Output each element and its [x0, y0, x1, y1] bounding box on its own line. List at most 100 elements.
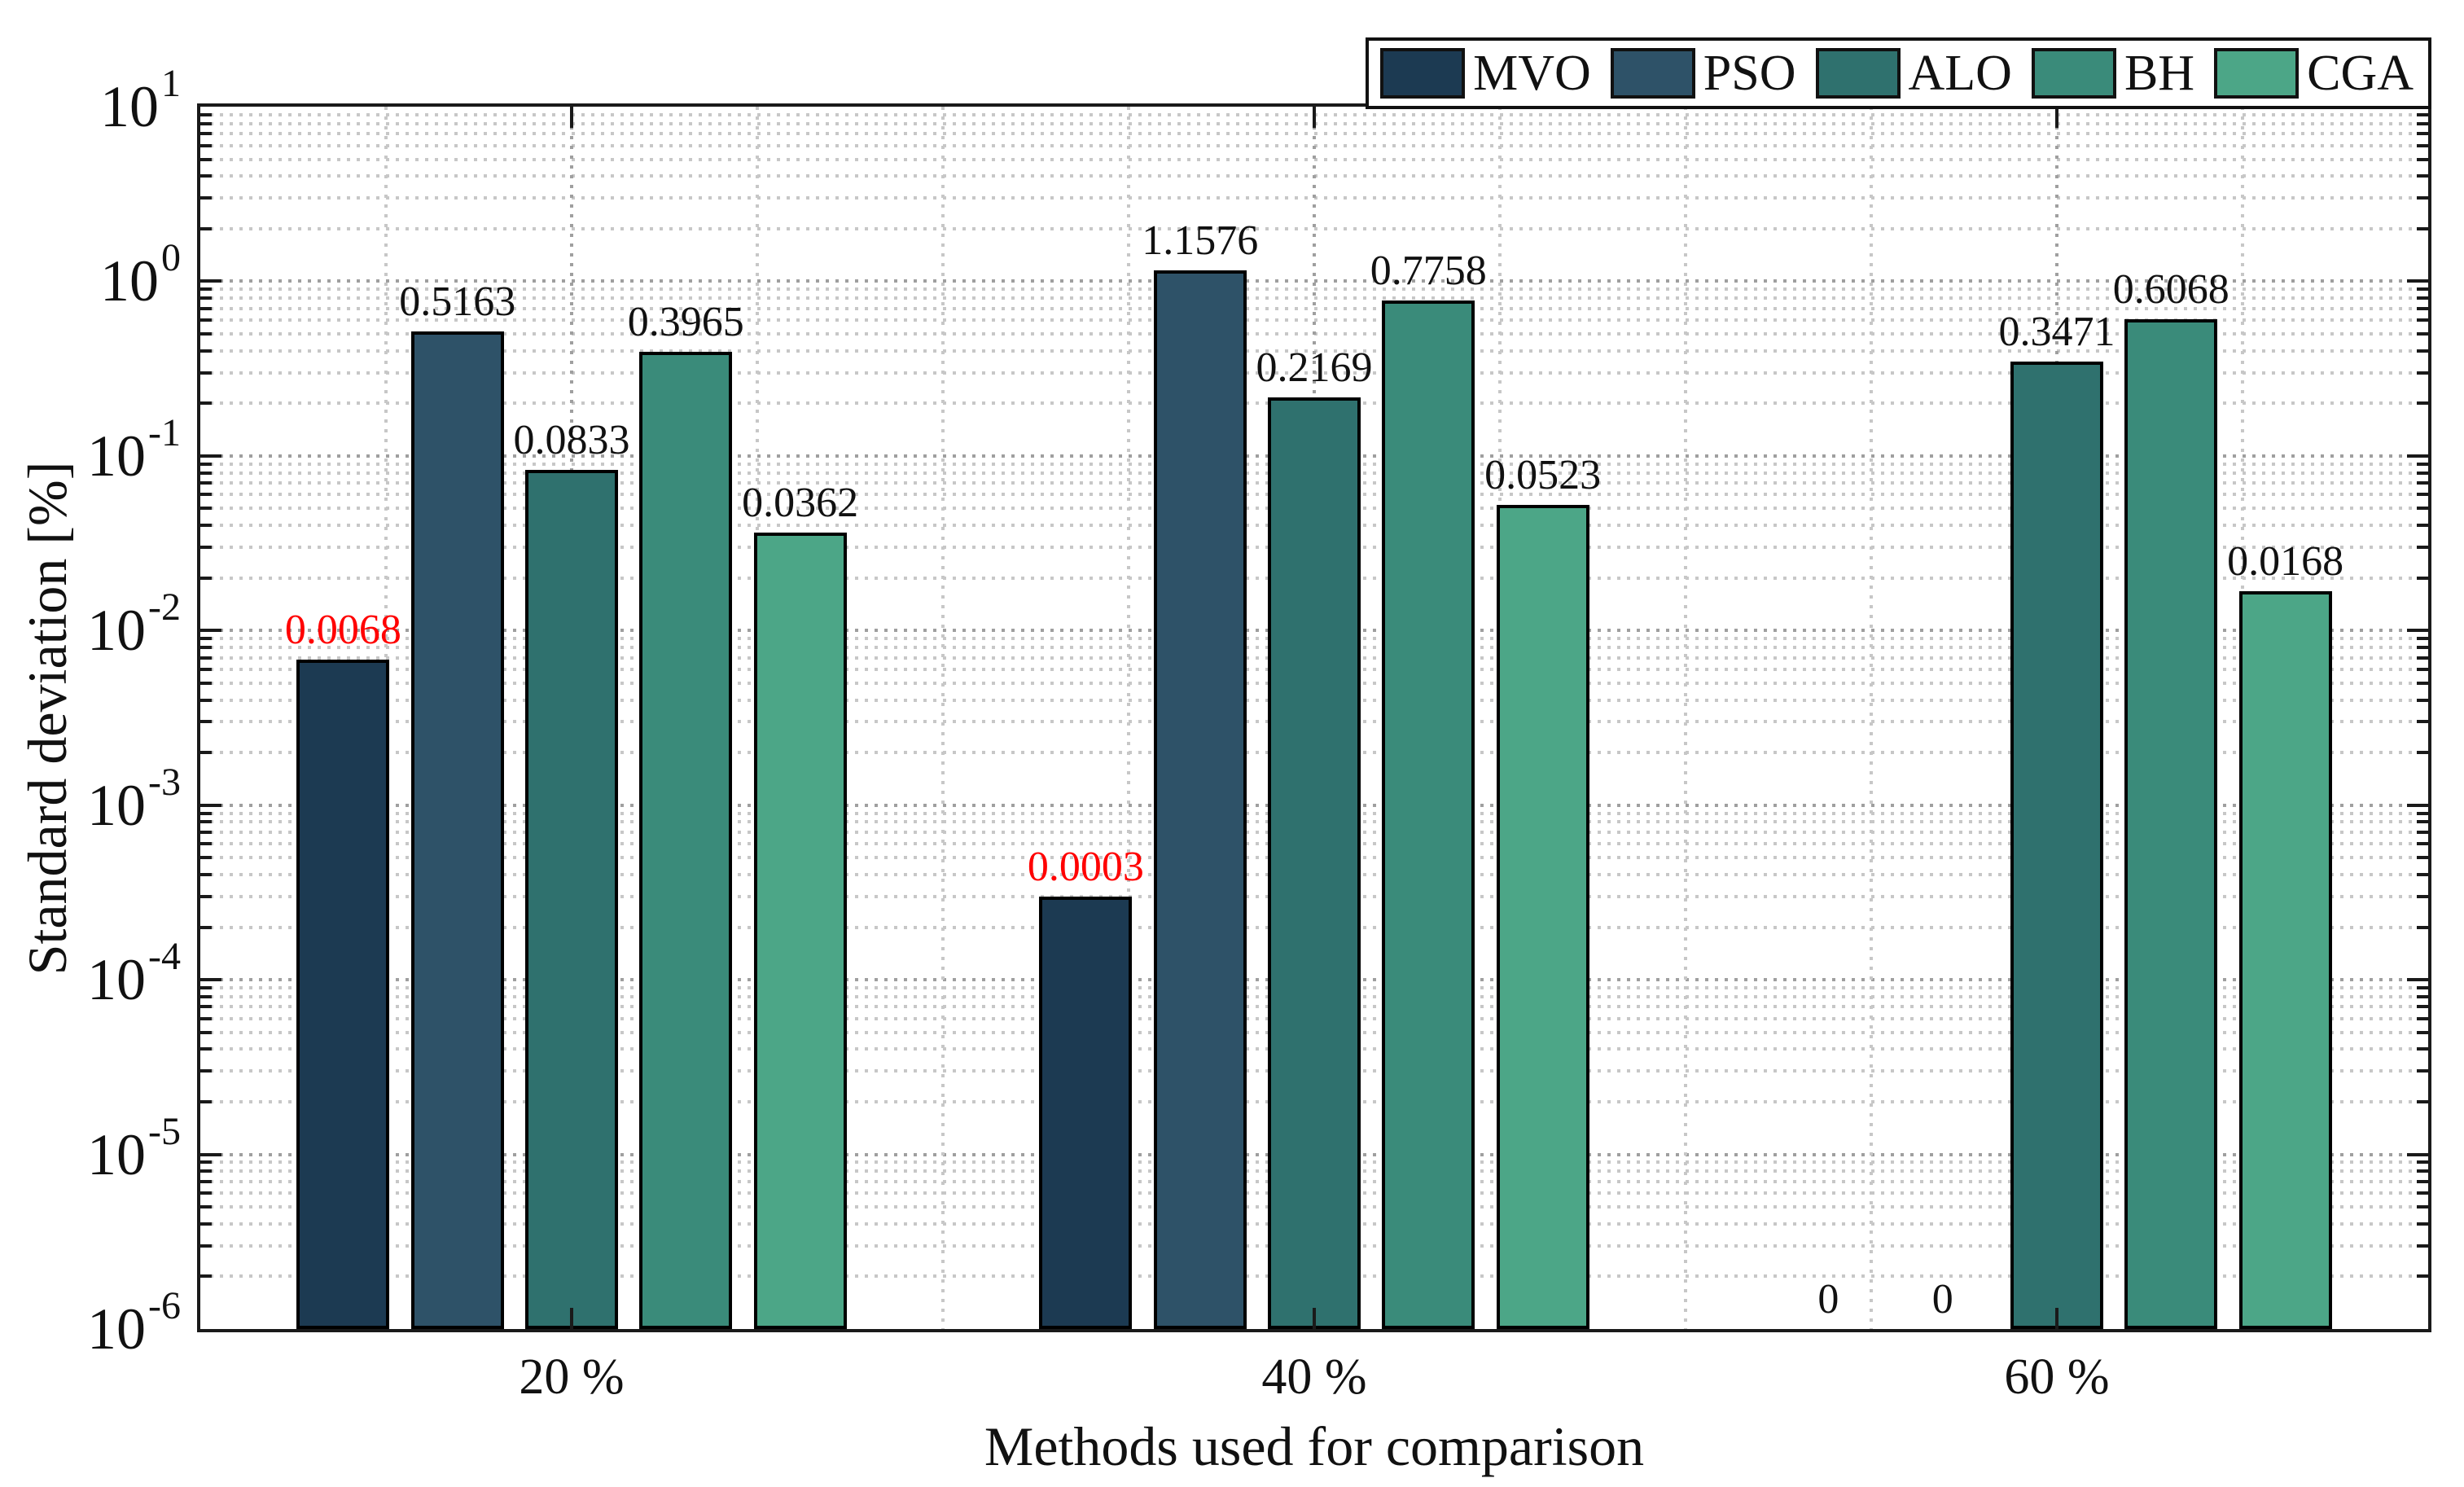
y-minor-tick: [200, 576, 212, 580]
y-minor-tick: [200, 1222, 212, 1226]
bar-mvo-20%: [296, 660, 390, 1329]
y-minor-tick: [2417, 1179, 2428, 1183]
y-minor-tick: [200, 1016, 212, 1020]
bar-alo-60%: [2010, 361, 2103, 1329]
legend-swatch-pso: [1610, 48, 1695, 99]
y-tick-label: 10 0: [33, 239, 181, 318]
y-tick-base: 10: [87, 598, 147, 664]
y-minor-tick: [2417, 873, 2428, 877]
x-major-tick: [2055, 1308, 2058, 1329]
y-minor-tick: [200, 925, 212, 929]
y-minor-tick: [2417, 985, 2428, 989]
bar-bh-40%: [1382, 300, 1475, 1329]
y-axis-label: Standard deviation [%]: [16, 461, 78, 976]
y-major-tick: [2407, 629, 2428, 633]
y-major-tick: [200, 279, 221, 283]
y-minor-tick: [200, 121, 212, 125]
y-minor-tick: [2417, 576, 2428, 580]
y-minor-tick: [200, 1069, 212, 1073]
y-tick-base: 10: [87, 1121, 147, 1187]
y-minor-tick: [200, 331, 212, 336]
value-label: 0.6068: [2112, 265, 2229, 313]
legend-label: ALO: [1908, 46, 2012, 101]
y-minor-tick: [200, 656, 212, 660]
bar-pso-20%: [410, 331, 504, 1329]
y-minor-tick: [2417, 1169, 2428, 1173]
legend-swatch-bh: [2031, 48, 2116, 99]
y-minor-tick: [2417, 287, 2428, 292]
x-major-tick: [1313, 107, 1316, 128]
y-major-tick: [2407, 1152, 2428, 1156]
y-minor-tick: [2417, 1222, 2428, 1226]
bar-cga-60%: [2238, 590, 2332, 1329]
y-tick-label: 10 -1: [33, 413, 181, 493]
legend-item-alo: ALO: [1815, 46, 2012, 101]
y-tick-base: 10: [100, 248, 159, 314]
y-minor-tick: [2417, 143, 2428, 147]
y-tick-label: 10 1: [33, 64, 181, 144]
y-minor-tick: [2417, 371, 2428, 375]
y-tick-base: 10: [87, 772, 147, 838]
legend-label: BH: [2124, 46, 2195, 101]
y-minor-tick: [200, 994, 212, 998]
y-minor-tick: [200, 196, 212, 200]
y-minor-tick: [2417, 720, 2428, 724]
legend-label: MVO: [1473, 46, 1591, 101]
y-major-tick: [200, 454, 221, 458]
y-minor-tick: [2417, 196, 2428, 200]
y-minor-tick: [2417, 1030, 2428, 1034]
y-minor-tick: [200, 143, 212, 147]
y-minor-tick: [200, 1244, 212, 1248]
gridline-minor-v: [1127, 107, 1130, 1329]
y-minor-tick: [200, 811, 212, 815]
x-tick-label: 20 %: [519, 1349, 625, 1405]
y-minor-tick: [200, 1160, 212, 1165]
legend-swatch-alo: [1815, 48, 1901, 99]
y-minor-tick: [2417, 811, 2428, 815]
y-minor-tick: [200, 667, 212, 671]
bar-bh-20%: [639, 351, 733, 1329]
bar-bh-60%: [2124, 318, 2218, 1329]
y-minor-tick: [200, 873, 212, 877]
y-minor-tick: [200, 306, 212, 310]
y-minor-tick: [200, 112, 212, 116]
y-tick-exponent: -4: [148, 935, 181, 979]
y-minor-tick: [2417, 656, 2428, 660]
y-minor-tick: [2417, 842, 2428, 846]
y-minor-tick: [200, 296, 212, 300]
y-tick-label: 10 -3: [33, 762, 181, 843]
y-minor-tick: [200, 1100, 212, 1104]
bar-alo-20%: [525, 469, 618, 1329]
y-minor-tick: [200, 985, 212, 989]
x-major-tick: [2055, 107, 2058, 128]
y-minor-tick: [200, 1005, 212, 1009]
y-minor-tick: [2417, 331, 2428, 336]
y-minor-tick: [2417, 1160, 2428, 1165]
y-minor-tick: [2417, 226, 2428, 230]
bar-mvo-40%: [1039, 896, 1133, 1329]
y-minor-tick: [2417, 681, 2428, 685]
y-minor-tick: [2417, 157, 2428, 161]
x-axis-label: Methods used for comparison: [984, 1415, 1645, 1477]
value-label: 0.0003: [1027, 843, 1144, 890]
y-minor-tick: [200, 698, 212, 702]
value-label: 0.3965: [627, 298, 744, 345]
y-major-tick: [2407, 978, 2428, 982]
y-minor-tick: [200, 1030, 212, 1034]
legend-swatch-mvo: [1380, 48, 1466, 99]
y-tick-base: 10: [87, 1296, 147, 1362]
y-minor-tick: [2417, 493, 2428, 497]
y-major-tick: [200, 978, 221, 982]
y-minor-tick: [200, 545, 212, 549]
legend-item-pso: PSO: [1610, 48, 1796, 99]
y-tick-exponent: 1: [161, 62, 181, 105]
y-tick-exponent: -3: [148, 760, 181, 804]
y-minor-tick: [200, 287, 212, 292]
legend-item-bh: BH: [2031, 46, 2195, 101]
value-label: 0.7758: [1370, 248, 1487, 295]
y-minor-tick: [2417, 121, 2428, 125]
value-label: 1.1576: [1142, 217, 1259, 264]
bar-pso-40%: [1153, 270, 1247, 1329]
y-minor-tick: [2417, 667, 2428, 671]
